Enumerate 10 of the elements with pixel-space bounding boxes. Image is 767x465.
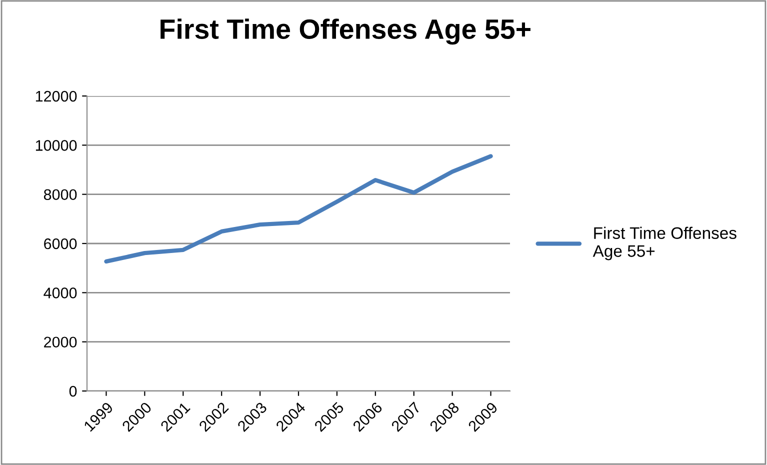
line-series (104, 154, 493, 264)
y-tick-label: 8000 (44, 189, 77, 200)
y-tick-label: 4000 (44, 288, 77, 298)
y-tick-label: 6000 (44, 238, 77, 250)
y-tick-label: 0 (69, 386, 77, 397)
y-tick-label: 2000 (44, 336, 77, 348)
y-tick-label: 12000 (36, 90, 77, 102)
y-tick-label: 10000 (36, 140, 77, 151)
legend-label: First Time Offenses Age 55+ (592, 226, 736, 260)
chart-title: First Time Offenses Age 55+ (160, 18, 530, 45)
